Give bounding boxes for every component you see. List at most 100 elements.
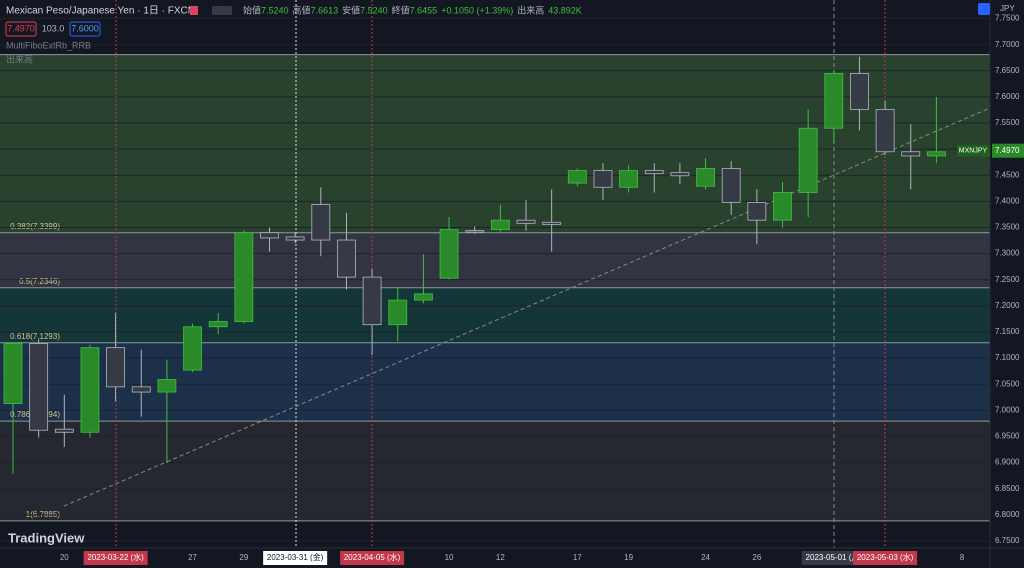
x-tick-label: 10 — [445, 553, 454, 562]
y-tick-label: 7.0500 — [995, 379, 1020, 388]
y-tick-label: 7.1000 — [995, 353, 1020, 362]
x-tick-label: 17 — [573, 553, 582, 562]
ask: 7.6000 — [71, 23, 99, 33]
ohlc-stat: 7.5240 — [261, 5, 289, 15]
candle-body — [337, 239, 356, 278]
candle-body — [875, 109, 895, 153]
candle-body — [901, 151, 921, 157]
candle-body — [542, 221, 562, 225]
date-badge — [263, 551, 328, 565]
x-tick-label: 24 — [701, 553, 710, 562]
candle-body — [3, 343, 23, 404]
spread: 103.0 — [42, 23, 65, 33]
ohlc-stat: 43.892K — [548, 5, 582, 15]
toggle[interactable] — [212, 6, 232, 15]
fib-band — [0, 342, 990, 422]
candle-body — [670, 172, 690, 177]
x-tick-label: 2023-04-05 (水) — [344, 552, 401, 562]
candle-body — [208, 321, 228, 328]
candle-body — [234, 232, 254, 322]
bid: 7.4970 — [7, 23, 35, 33]
x-tick-label: 26 — [752, 553, 761, 562]
candle-body — [260, 232, 279, 239]
y-tick-label: 6.9000 — [995, 458, 1020, 467]
ohlc-stat: 7.5240 — [360, 5, 388, 15]
y-tick-label: 6.8000 — [995, 510, 1020, 519]
candle-body — [798, 127, 818, 193]
candle-body — [157, 379, 177, 393]
candle-body — [721, 168, 741, 203]
candle-body — [696, 168, 715, 187]
x-tick-label: 2023-03-31 (金) — [267, 552, 324, 562]
ohlc-stat: 出来高 — [517, 4, 544, 15]
candle-body — [29, 343, 49, 431]
y-tick-label: 6.8500 — [995, 484, 1020, 493]
ohlc-stat: 始値 — [243, 4, 261, 15]
candle-body — [388, 299, 408, 326]
ohlc-stat: 7.6455 — [410, 5, 438, 15]
candle-body — [131, 386, 151, 393]
date-badge — [83, 551, 148, 565]
fib-label: 0.382(7.3399) — [10, 222, 60, 231]
ohlc-stat: 高値 — [293, 4, 311, 15]
candle-body — [54, 428, 74, 433]
candle-body — [619, 170, 638, 188]
flag-icon — [190, 6, 198, 15]
ohlc-stat: 7.6613 — [311, 5, 339, 15]
y-tick-label: 7.3000 — [995, 249, 1020, 258]
settings-button[interactable] — [978, 3, 990, 15]
candle-body — [593, 170, 613, 188]
y-tick-label: 6.7500 — [995, 536, 1020, 545]
y-tick-label: 7.7500 — [995, 14, 1020, 23]
indicator: MultiFiboExtRb_RRB — [6, 40, 91, 50]
x-tick-label: 29 — [239, 553, 248, 562]
x-tick-label: 20 — [60, 553, 69, 562]
date-badge — [853, 551, 918, 565]
x-tick-label: 2023-05-01 (月) — [806, 553, 863, 562]
y-tick-label: 7.5500 — [995, 118, 1020, 127]
y-tick-label: 7.2500 — [995, 275, 1020, 284]
x-tick-label: 2023-05-03 (水) — [857, 552, 914, 562]
candle-body — [439, 229, 459, 279]
symbol: Mexican Peso/Japanese Yen · 1日 · FXCM — [6, 6, 196, 17]
fib-label: 0.618(7.1293) — [10, 332, 60, 341]
candle-body — [644, 170, 664, 175]
y-tick-label: 7.6500 — [995, 66, 1020, 75]
currency: JPY — [1000, 4, 1015, 13]
x-tick-label: 12 — [496, 553, 505, 562]
fib-band — [0, 287, 990, 343]
y-tick-label: 7.3500 — [995, 223, 1020, 232]
ohlc-stat: +0.1050 (+1.39%) — [441, 5, 513, 15]
candle-body — [850, 72, 869, 110]
ask-box[interactable] — [69, 21, 101, 37]
ohlc-stat: 終値 — [392, 4, 410, 15]
candle-body — [80, 347, 100, 433]
candle-body — [311, 204, 331, 241]
candle-body — [413, 293, 433, 301]
ohlc-stat: 安値 — [342, 4, 360, 15]
fib-band — [0, 421, 990, 521]
y-tick-label: 7.6000 — [995, 92, 1020, 101]
bid-box[interactable] — [5, 21, 37, 37]
candle-body — [773, 192, 792, 221]
candle-body — [183, 326, 202, 371]
y-tick-label: 7.7000 — [995, 40, 1020, 49]
symbol-badge — [957, 144, 990, 157]
y-tick-label: 7.4000 — [995, 196, 1020, 205]
candle-body — [927, 151, 946, 157]
y-tick-label: 7.4500 — [995, 170, 1020, 179]
candle-body — [465, 230, 485, 233]
fib-band — [0, 232, 990, 288]
time-axis — [0, 548, 1024, 568]
fib-label: 0.5(7.2346) — [19, 277, 60, 286]
logo: TradingView — [8, 530, 85, 545]
price-axis — [990, 0, 1024, 568]
y-tick-label: 7.2000 — [995, 301, 1020, 310]
candle-body — [516, 219, 536, 224]
candle-body — [285, 236, 305, 241]
candle-body — [490, 219, 510, 230]
candle-body — [567, 170, 587, 184]
candle-body — [824, 72, 844, 129]
candle-body — [362, 276, 382, 326]
